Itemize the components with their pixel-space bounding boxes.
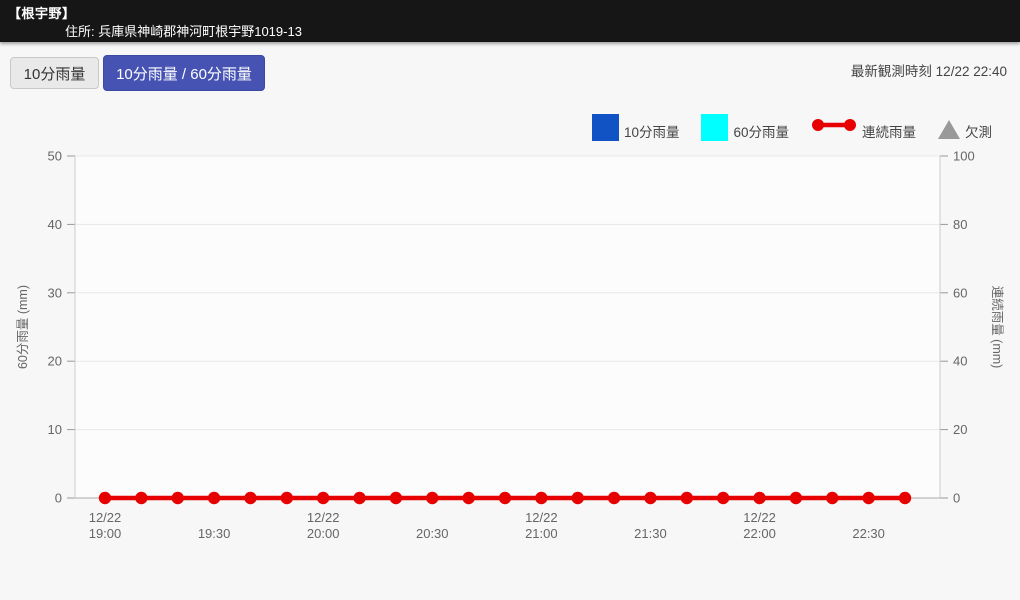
svg-text:40: 40: [48, 217, 62, 232]
svg-text:12/22: 12/22: [743, 510, 776, 525]
svg-text:12/22: 12/22: [525, 510, 558, 525]
svg-text:30: 30: [48, 285, 62, 300]
svg-text:12/22: 12/22: [307, 510, 340, 525]
legend-label: 欠測: [965, 124, 992, 140]
legend-label: 60分雨量: [733, 124, 789, 140]
station-header: 【根宇野】 住所: 兵庫県神崎郡神河町根宇野1019-13: [0, 0, 1020, 42]
60min-rainfall-square-icon: [701, 114, 729, 141]
svg-text:10: 10: [48, 422, 62, 437]
svg-text:20: 20: [953, 422, 967, 437]
svg-text:80: 80: [953, 217, 967, 232]
continuous-rainfall-line-icon: [811, 118, 857, 141]
svg-text:19:00: 19:00: [89, 526, 122, 541]
chart-legend: 10分雨量 60分雨量 連続雨量 欠測: [591, 107, 992, 141]
legend-item-continuous: 連続雨量: [811, 118, 916, 141]
svg-text:21:30: 21:30: [634, 526, 667, 541]
legend-item-60min: 60分雨量: [701, 114, 789, 141]
svg-text:連続雨量 (mm): 連続雨量 (mm): [990, 286, 1004, 369]
svg-text:12/22: 12/22: [89, 510, 122, 525]
legend-item-missing: 欠測: [938, 120, 992, 141]
legend-label: 連続雨量: [862, 124, 916, 140]
svg-text:100: 100: [953, 149, 975, 164]
svg-text:60: 60: [953, 285, 967, 300]
latest-observation-time: 最新観測時刻 12/22 22:40: [850, 64, 1007, 79]
tab-10min-60min-rainfall[interactable]: 10分雨量 / 60分雨量: [103, 55, 265, 91]
rainfall-chart: 0 10 20 30 40 50 0 20 40 60 80 100 12/22 19:00 19:30 12…: [0, 140, 1020, 570]
svg-text:22:30: 22:30: [852, 526, 885, 541]
svg-text:21:00: 21:00: [525, 526, 558, 541]
svg-text:50: 50: [48, 149, 62, 164]
legend-label: 10分雨量: [623, 124, 680, 140]
station-address: 住所: 兵庫県神崎郡神河町根宇野1019-13: [65, 24, 302, 39]
svg-text:20:00: 20:00: [307, 526, 340, 541]
svg-text:19:30: 19:30: [198, 526, 231, 541]
station-name: 【根宇野】: [8, 6, 76, 21]
legend-item-10min: 10分雨量: [591, 114, 680, 141]
svg-text:0: 0: [55, 491, 62, 506]
svg-text:60分雨量 (mm): 60分雨量 (mm): [16, 285, 30, 369]
svg-text:0: 0: [953, 491, 960, 506]
10min-rainfall-square-icon: [591, 114, 619, 141]
svg-text:20: 20: [48, 354, 62, 369]
svg-text:22:00: 22:00: [743, 526, 776, 541]
svg-text:40: 40: [953, 354, 967, 369]
tab-10min-rainfall[interactable]: 10分雨量: [10, 57, 99, 89]
missing-data-triangle-icon: [938, 120, 960, 139]
svg-text:20:30: 20:30: [416, 526, 449, 541]
